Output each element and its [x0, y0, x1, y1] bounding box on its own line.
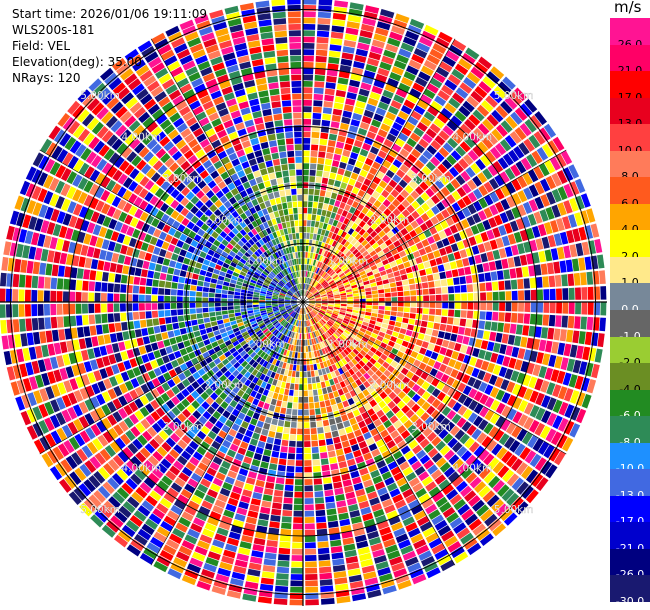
range-ring-label: 3.00km — [163, 421, 203, 433]
colorbar-swatch — [610, 416, 650, 444]
elevation-text: Elevation(deg): 35.00 — [12, 55, 142, 69]
range-ring-overlay: 1.00km 1.00km 1.00km 1.00km 2.00km 2.00km 2.00… — [0, 0, 607, 606]
colorbar-swatch — [610, 97, 650, 125]
range-ring — [68, 67, 538, 537]
range-ring-label: 1.00km — [328, 256, 368, 268]
colorbar-swatch — [610, 230, 650, 258]
range-ring-label: 2.00km — [204, 214, 244, 226]
colorbar-swatch — [610, 283, 650, 311]
range-ring-label: 5.00km — [80, 504, 120, 516]
range-ring-label: 2.00km — [370, 380, 410, 392]
colorbar-swatch — [610, 256, 650, 284]
colorbar-swatch — [610, 548, 650, 576]
instrument-text: WLS200s-181 — [12, 23, 95, 37]
range-ring — [185, 184, 421, 420]
range-ring-label: 5.00km — [80, 90, 120, 102]
range-ring — [127, 126, 479, 478]
colorbar-swatch — [610, 44, 650, 72]
colorbar-swatch — [610, 442, 650, 470]
colorbar-swatch — [610, 177, 650, 205]
range-ring — [244, 243, 362, 361]
colorbar-swatch — [610, 310, 650, 338]
colorbar-swatch — [610, 18, 650, 46]
colorbar-swatch — [610, 522, 650, 550]
range-ring — [10, 9, 596, 595]
colorbar-tick-label: -30.0 — [615, 595, 645, 608]
colorbar-unit: m/s — [614, 0, 642, 16]
range-ring-label: 2.00km — [204, 380, 244, 392]
range-ring-label: 4.00km — [122, 132, 162, 144]
range-ring-label: 1.00km — [246, 256, 286, 268]
colorbar-swatch — [610, 389, 650, 417]
range-ring-label: 1.00km — [246, 338, 286, 350]
range-ring-label: 3.00km — [411, 173, 451, 185]
colorbar-swatch — [610, 336, 650, 364]
field-text: Field: VEL — [12, 39, 71, 53]
colorbar-swatch — [610, 203, 650, 231]
plot-info: Start time: 2026/01/06 19:11:09 WLS200s-… — [12, 6, 207, 86]
range-ring-label: 1.00km — [328, 338, 368, 350]
nrays-text: NRays: 120 — [12, 71, 81, 85]
colorbar-swatch — [610, 575, 650, 603]
range-ring-label: 3.00km — [163, 173, 203, 185]
colorbar-swatch — [610, 363, 650, 391]
range-ring-label: 5.00km — [494, 504, 534, 516]
range-ring-label: 4.00km — [453, 463, 493, 475]
azimuth-spoke — [150, 38, 456, 566]
range-ring-label: 5.00km — [494, 90, 534, 102]
range-ring-label: 3.00km — [411, 421, 451, 433]
colorbar-swatch — [610, 124, 650, 152]
range-ring-label: 4.00km — [453, 132, 493, 144]
colorbar-swatch — [610, 150, 650, 178]
colorbar-swatch — [610, 469, 650, 497]
colorbar-swatch — [610, 495, 650, 523]
range-ring-label: 4.00km — [122, 463, 162, 475]
start-time-text: Start time: 2026/01/06 19:11:09 — [12, 7, 207, 21]
range-ring-label: 2.00km — [370, 214, 410, 226]
velocity-bins — [0, 0, 607, 606]
colorbar-swatch — [610, 71, 650, 99]
